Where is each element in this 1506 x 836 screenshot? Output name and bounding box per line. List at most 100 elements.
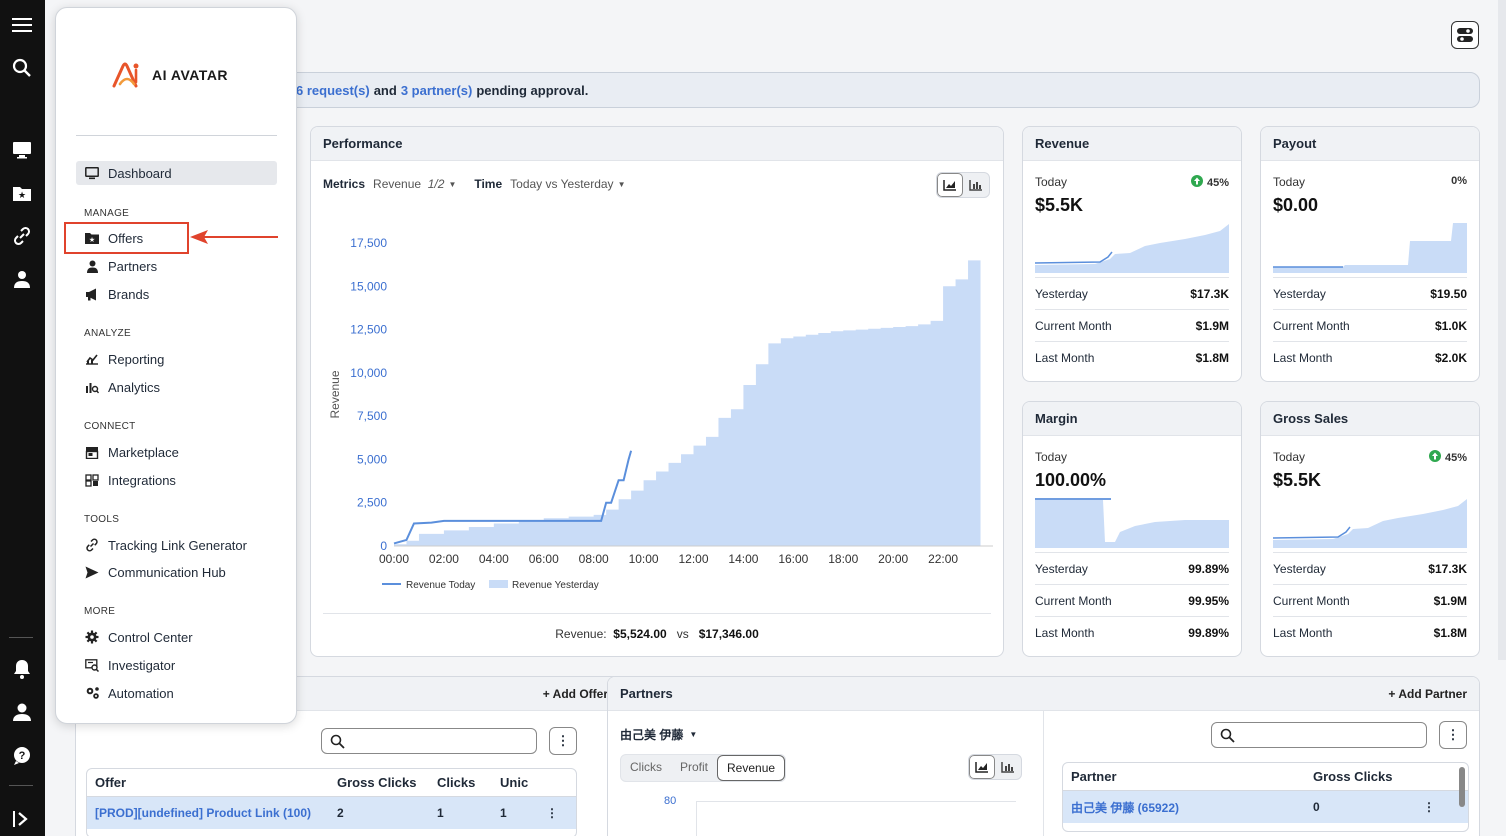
stat-row: Last Month $1.8M bbox=[1273, 616, 1467, 648]
axis-line bbox=[696, 801, 697, 836]
help-chat-icon[interactable]: ? bbox=[10, 744, 34, 768]
change-badge: 45% bbox=[1190, 175, 1229, 190]
sidebar-item-label: Control Center bbox=[108, 629, 193, 645]
column-header[interactable]: Clicks bbox=[437, 775, 476, 790]
card-title: Gross Sales bbox=[1261, 402, 1479, 436]
partners-header: Partners + Add Partner bbox=[608, 677, 1479, 711]
partner-select[interactable]: 由己美 伊藤 ▼ bbox=[620, 726, 697, 743]
tab-revenue[interactable]: Revenue bbox=[717, 755, 786, 781]
y-axis-label: Revenue bbox=[328, 370, 342, 418]
row-kebab-icon[interactable]: ⋮ bbox=[546, 806, 558, 820]
user-icon[interactable] bbox=[10, 700, 34, 724]
row-value: 99.89% bbox=[1188, 561, 1229, 576]
performance-chart: 0 2,500 5,000 7,500 10,000 12,500 15,000 17,500… bbox=[328, 236, 993, 591]
partner-select-value: 由己美 伊藤 bbox=[620, 728, 684, 742]
sidebar-item-label: Communication Hub bbox=[108, 564, 226, 580]
partner-search-input[interactable] bbox=[1211, 722, 1427, 748]
column-header[interactable]: Offer bbox=[95, 775, 127, 790]
icon-rail: ★ ? bbox=[0, 0, 45, 836]
sidebar-item-label: Tracking Link Generator bbox=[108, 537, 247, 553]
brand-logo[interactable]: AI AVATAR bbox=[110, 60, 228, 90]
column-header[interactable]: Unic bbox=[500, 775, 529, 790]
offer-link[interactable]: [PROD][undefined] Product Link (100) bbox=[95, 806, 311, 820]
y-tick-label: 10,000 bbox=[350, 366, 387, 380]
metric-tabs: Clicks Profit Revenue bbox=[620, 754, 787, 782]
partners-more-button[interactable]: ⋮ bbox=[1439, 721, 1467, 749]
sidebar-item-automation[interactable]: Automation bbox=[76, 681, 277, 705]
row-value: $17.3K bbox=[1190, 286, 1229, 301]
sidebar-item-offers[interactable]: ★ Offers bbox=[76, 226, 277, 250]
tab-profit[interactable]: Profit bbox=[680, 760, 709, 774]
stat-row: Last Month $2.0K bbox=[1273, 341, 1467, 373]
layout-toggle-button[interactable] bbox=[1451, 21, 1479, 49]
row-value: 99.95% bbox=[1188, 593, 1229, 608]
row-kebab-icon[interactable]: ⋮ bbox=[1423, 800, 1435, 814]
change-badge: 45% bbox=[1428, 450, 1467, 465]
column-header[interactable]: Gross Clicks bbox=[1313, 769, 1393, 784]
partners-link[interactable]: 3 partner(s) bbox=[400, 82, 473, 98]
search-icon[interactable] bbox=[10, 56, 34, 80]
sidebar-item-label: Partners bbox=[108, 258, 158, 274]
scrollbar[interactable] bbox=[1459, 767, 1465, 807]
search-icon bbox=[1220, 728, 1235, 743]
svg-text:★: ★ bbox=[18, 190, 26, 200]
performance-card: Performance Metrics Revenue 1/2 ▼ Time T… bbox=[310, 126, 1004, 657]
stat-row: Last Month $1.8M bbox=[1035, 341, 1229, 373]
caret-down-icon[interactable]: ▼ bbox=[617, 179, 626, 189]
change-percent: 0% bbox=[1451, 175, 1467, 187]
partners-icon[interactable] bbox=[10, 267, 34, 291]
sidebar-item-investigator[interactable]: Investigator bbox=[76, 653, 277, 677]
bell-icon[interactable] bbox=[10, 657, 34, 681]
partner-link[interactable]: 由己美 伊藤 (65922) bbox=[1071, 800, 1180, 815]
expand-sidebar-icon[interactable] bbox=[10, 807, 34, 831]
offers-more-button[interactable]: ⋮ bbox=[549, 727, 577, 755]
column-header[interactable]: Gross Clicks bbox=[337, 775, 417, 790]
series-area-revenue-yesterday bbox=[394, 245, 981, 547]
folder-star-icon[interactable]: ★ bbox=[10, 181, 34, 205]
row-value: $1.9M bbox=[1433, 593, 1467, 608]
cell-unique: 1 bbox=[500, 806, 507, 820]
bar-chart-icon[interactable] bbox=[963, 173, 989, 197]
page-scrollbar[interactable] bbox=[1498, 0, 1506, 660]
summary-yesterday: $17,346.00 bbox=[698, 627, 759, 641]
sidebar-item-control-center[interactable]: Control Center bbox=[76, 625, 277, 649]
hamburger-menu-icon[interactable] bbox=[10, 13, 34, 37]
today-value: $5.5K bbox=[1035, 195, 1084, 215]
brand-logo-icon bbox=[112, 62, 139, 88]
monitor-icon[interactable] bbox=[10, 138, 34, 162]
stat-row: Current Month $1.9M bbox=[1035, 309, 1229, 341]
sidebar-item-marketplace[interactable]: Marketplace bbox=[76, 440, 277, 464]
time-dropdown[interactable]: Today vs Yesterday bbox=[510, 177, 614, 191]
row-value: $1.0K bbox=[1434, 318, 1467, 333]
sidebar-item-tracking-link-generator[interactable]: Tracking Link Generator bbox=[76, 533, 277, 557]
change-percent: 45% bbox=[1206, 176, 1229, 189]
add-offer-button[interactable]: + Add Offer bbox=[542, 686, 608, 701]
sidebar-item-partners[interactable]: Partners bbox=[76, 254, 277, 278]
y-tick-label: 2,500 bbox=[357, 496, 387, 510]
sidebar-item-brands[interactable]: Brands bbox=[76, 282, 277, 306]
caret-down-icon[interactable]: ▼ bbox=[448, 179, 457, 189]
area-chart-icon[interactable] bbox=[969, 755, 995, 779]
row-label: Last Month bbox=[1273, 625, 1333, 640]
sidebar-item-analytics[interactable]: Analytics bbox=[76, 375, 277, 399]
link-icon[interactable] bbox=[10, 224, 34, 248]
metrics-dropdown[interactable]: Revenue 1/2 bbox=[373, 177, 444, 191]
sidebar-item-dashboard[interactable]: Dashboard bbox=[76, 161, 277, 185]
row-value: $1.8M bbox=[1195, 350, 1229, 365]
tab-clicks[interactable]: Clicks bbox=[630, 760, 662, 774]
sidebar-item-communication-hub[interactable]: Communication Hub bbox=[76, 560, 277, 584]
sidebar-item-reporting[interactable]: Reporting bbox=[76, 347, 277, 371]
add-partner-button[interactable]: + Add Partner bbox=[1388, 686, 1467, 701]
y-tick-label: 7,500 bbox=[357, 409, 387, 423]
partners-icon bbox=[84, 258, 100, 274]
requests-link[interactable]: 6 request(s) bbox=[296, 82, 370, 98]
table-row: 由己美 伊藤 (65922) 0 ⋮ bbox=[1063, 791, 1468, 823]
offer-search-input[interactable] bbox=[321, 728, 537, 754]
sidebar-item-integrations[interactable]: Integrations bbox=[76, 468, 277, 492]
reporting-chart-icon bbox=[84, 351, 100, 367]
stat-row: Yesterday $19.50 bbox=[1273, 277, 1467, 309]
bar-chart-icon[interactable] bbox=[995, 755, 1021, 779]
area-chart-icon[interactable] bbox=[937, 173, 963, 197]
column-header[interactable]: Partner bbox=[1071, 769, 1117, 784]
sidebar-item-label: Integrations bbox=[108, 472, 176, 488]
